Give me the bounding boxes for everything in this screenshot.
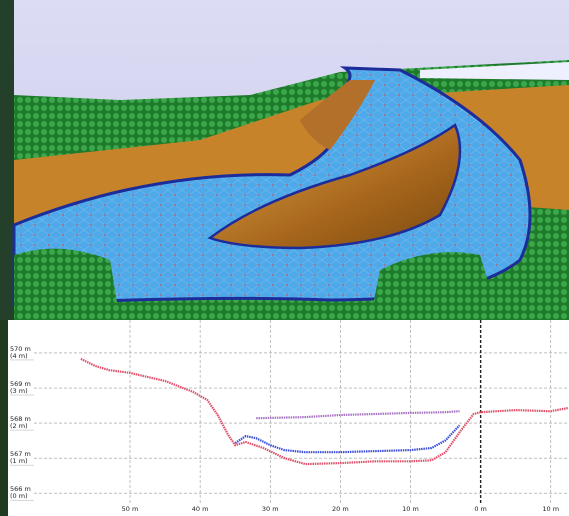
screenshot: 570 m569 m568 m567 m566 m(4 m)(3 m)(2 m)… — [0, 0, 569, 516]
x-tick-label: 30 m — [262, 505, 279, 513]
x-tick-label: 40 m — [192, 505, 209, 513]
x-tick-label: 10 m — [402, 505, 419, 513]
y2-tick-label: (0 m) — [10, 492, 28, 500]
terrain-render — [0, 0, 569, 320]
y2-tick-label: (4 m) — [10, 352, 28, 360]
x-tick-label: 10 m — [542, 505, 559, 513]
y2-tick-label: (2 m) — [10, 422, 28, 430]
x-tick-label: 20 m — [332, 505, 349, 513]
page: {"chart_data": {"type": "line", "xlim": … — [0, 0, 569, 516]
y2-tick-label: (1 m) — [10, 457, 28, 465]
x-tick-label: 0 m — [474, 505, 487, 513]
x-tick-label: 50 m — [122, 505, 139, 513]
y2-tick-label: (3 m) — [10, 387, 28, 395]
